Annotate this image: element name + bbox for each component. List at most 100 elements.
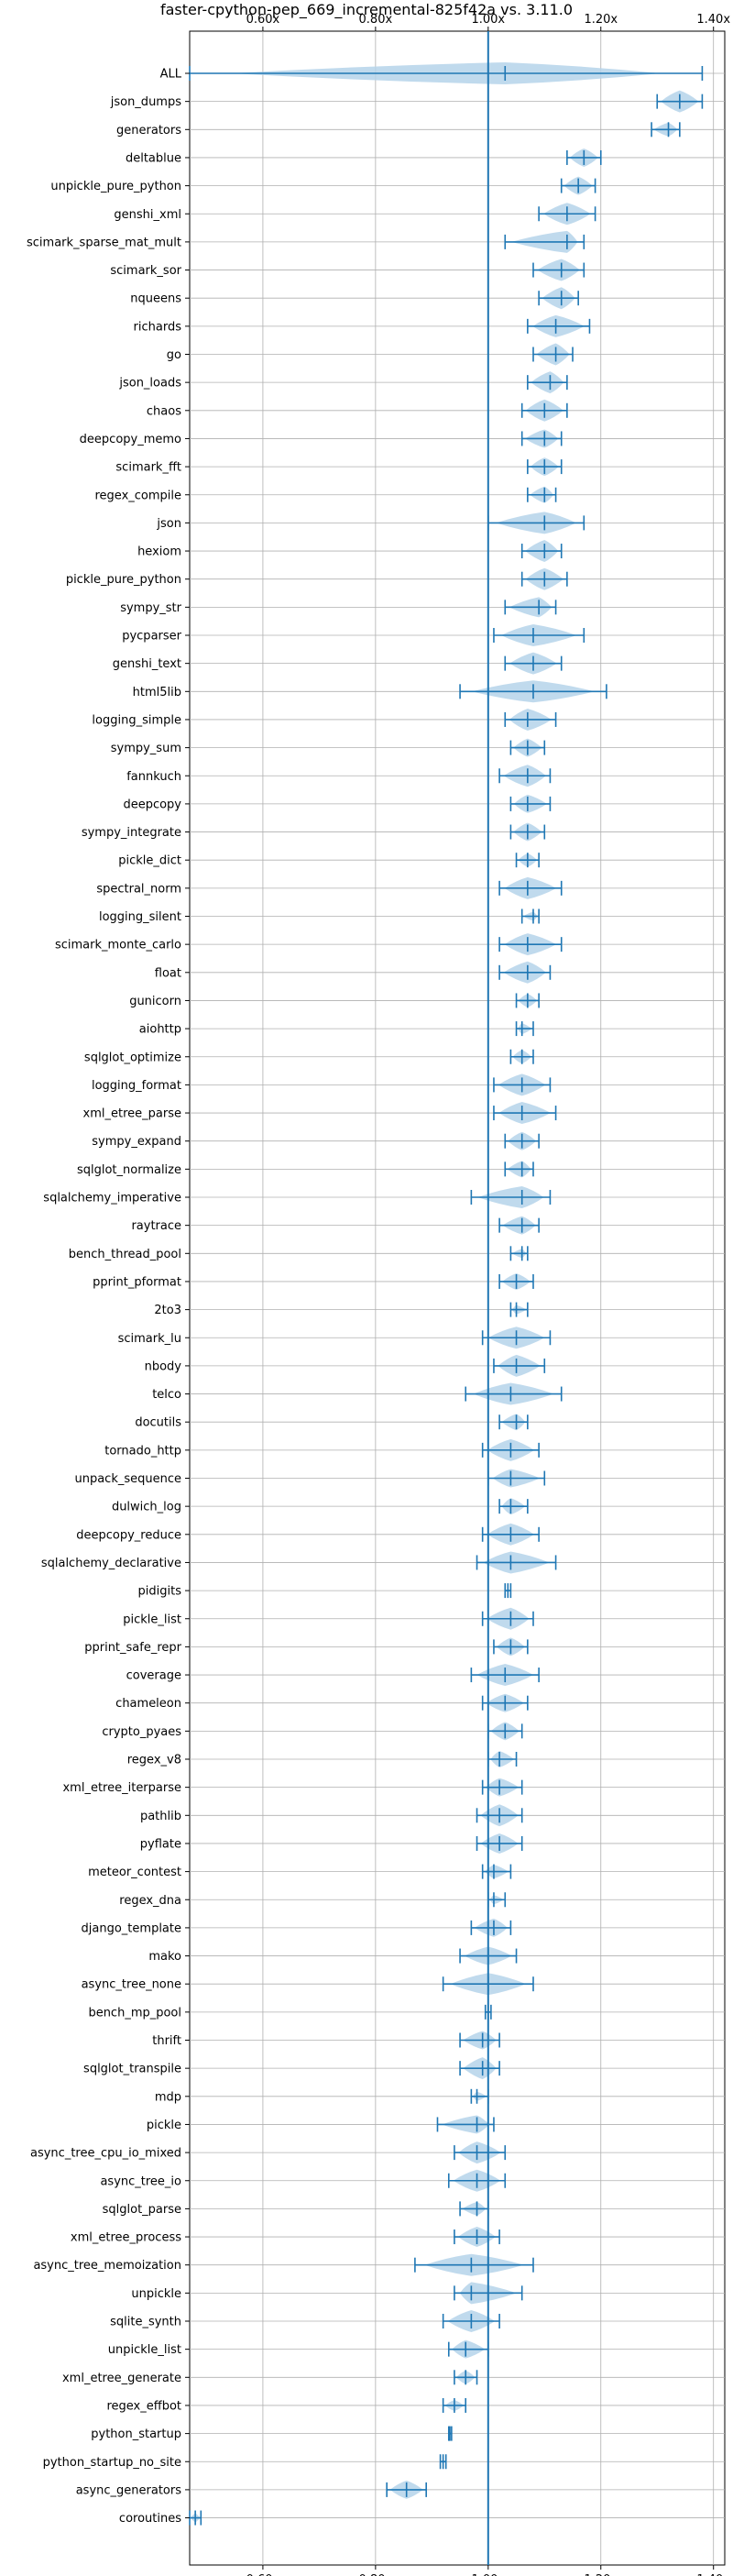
benchmark-label: raytrace — [131, 1219, 181, 1233]
violin-pickle — [436, 2115, 495, 2134]
violin-regex_v8 — [487, 1751, 518, 1767]
benchmark-label: pyflate — [140, 1837, 181, 1851]
benchmark-label: pprint_safe_repr — [84, 1641, 181, 1655]
benchmark-label: gunicorn — [129, 995, 181, 1008]
benchmark-label: bench_thread_pool — [69, 1248, 181, 1261]
violin-pycparser — [493, 624, 585, 646]
violin-regex_compile — [527, 486, 557, 503]
benchmark-label: nqueens — [130, 292, 181, 306]
benchmark-label: ALL — [160, 68, 182, 82]
violin-chaos — [520, 399, 568, 422]
violin-json — [487, 512, 585, 534]
violin-deepcopy_memo — [520, 429, 563, 448]
benchmark-label: logging_simple — [92, 713, 181, 727]
violin-go — [532, 343, 574, 366]
benchmark-label: scimark_fft — [115, 461, 181, 475]
violin-aiohttp — [515, 1021, 534, 1037]
benchmark-label: pathlib — [140, 1810, 181, 1823]
benchmark-label: genshi_text — [113, 657, 181, 671]
benchmark-label: chameleon — [115, 1697, 181, 1711]
benchmark-label: pickle_pure_python — [66, 573, 181, 587]
benchmark-label: pprint_pformat — [93, 1275, 181, 1289]
benchmark-label: logging_format — [92, 1079, 181, 1093]
benchmark-label: json_loads — [118, 377, 181, 391]
benchmark-label: logging_silent — [99, 910, 181, 924]
violin-sqlglot_transpile — [459, 2057, 500, 2080]
violin-pprint_pformat — [498, 1272, 534, 1290]
violin-thrift — [459, 2031, 500, 2050]
benchmark-label: sqlglot_normalize — [77, 1163, 181, 1177]
benchmark-label: unpickle_pure_python — [50, 180, 181, 193]
violin-pathlib — [476, 1804, 523, 1827]
violin-async_tree_io — [447, 2169, 507, 2192]
violin-nqueens — [538, 287, 579, 310]
benchmark-label: go — [167, 348, 181, 362]
benchmark-label: sqlglot_optimize — [84, 1051, 181, 1064]
violin-python_startup_no_site — [439, 2454, 447, 2470]
benchmark-label: spectral_norm — [96, 882, 181, 896]
x-tick-label-bottom: 1.40x — [696, 2573, 730, 2576]
benchmark-label: meteor_contest — [88, 1866, 181, 1879]
benchmark-label: sqlglot_parse — [103, 2203, 181, 2217]
benchmark-label: pidigits — [138, 1585, 182, 1599]
benchmark-label: docutils — [135, 1416, 181, 1430]
benchmark-label: sympy_sum — [111, 742, 181, 755]
violin-scimark_lu — [481, 1327, 552, 1349]
violin-deltablue — [566, 148, 602, 167]
violin-unpack_sequence — [487, 1469, 546, 1488]
violin-sqlglot_optimize — [509, 1049, 534, 1064]
benchmark-label: float — [155, 966, 181, 980]
benchmark-label: async_tree_io — [100, 2174, 181, 2188]
violin-sympy_str — [504, 597, 557, 618]
benchmark-label: unpack_sequence — [74, 1472, 181, 1486]
benchmark-label: django_template — [82, 1921, 181, 1935]
violin-generators — [651, 122, 681, 138]
violin-scimark_monte_carlo — [498, 933, 563, 956]
benchmark-label: thrift — [152, 2034, 181, 2048]
violin-nbody — [493, 1354, 546, 1377]
benchmark-label: xml_etree_iterparse — [62, 1781, 181, 1795]
violin-xml_etree_iterparse — [481, 1778, 523, 1797]
violin-python_startup — [447, 2426, 453, 2441]
benchmark-label: deepcopy — [123, 798, 181, 811]
benchmark-label: regex_v8 — [127, 1754, 181, 1767]
x-tick-label-top: 1.20x — [584, 13, 618, 27]
benchmark-label: sqlglot_transpile — [83, 2063, 181, 2076]
benchmark-label: json — [156, 517, 181, 531]
benchmark-label: sympy_str — [120, 601, 181, 615]
benchmark-label: html5lib — [133, 686, 181, 699]
x-tick-labels: 0.60x 0.60x 0.80x 0.80x 1.00x 1.00x 1.20x 1.20x… — [185, 13, 730, 2576]
violin-raytrace — [498, 1216, 540, 1235]
violin-pidigits — [504, 1583, 512, 1599]
violin-docutils — [498, 1414, 529, 1431]
violin-sympy_expand — [504, 1131, 540, 1150]
violin-sympy_sum — [509, 738, 546, 757]
benchmark-label: telco — [152, 1388, 181, 1402]
x-tick-label-top: 0.60x — [246, 13, 280, 27]
violin-fannkuch — [498, 765, 552, 787]
benchmark-label: scimark_sparse_mat_mult — [27, 236, 181, 249]
violin-xml_etree_process — [454, 2227, 500, 2248]
violin-deepcopy — [509, 794, 552, 813]
violin-sqlalchemy_imperative — [470, 1186, 552, 1208]
violin-json_loads — [527, 371, 568, 394]
violin-tornado_http — [481, 1438, 540, 1461]
benchmark-label: regex_effbot — [106, 2399, 181, 2413]
x-tick-label-bottom: 0.80x — [359, 2573, 393, 2576]
benchmark-label: pickle — [147, 2119, 181, 2132]
violin-xml_etree_generate — [454, 2370, 478, 2385]
violin-hexiom — [520, 540, 563, 563]
benchmark-label: nbody — [145, 1360, 182, 1373]
violin-crypto_pyaes — [487, 1722, 523, 1741]
violin-pprint_safe_repr — [493, 1637, 529, 1657]
violin-html5lib — [459, 680, 607, 703]
violin-logging_silent — [520, 908, 540, 924]
benchmark-label: chaos — [147, 404, 181, 418]
benchmark-label: coverage — [126, 1669, 181, 1683]
violin-deepcopy_reduce — [481, 1523, 540, 1546]
x-tick-label-bottom: 0.60x — [246, 2573, 280, 2576]
violin-sqlglot_parse — [459, 2201, 489, 2217]
violin-unpickle_pure_python — [560, 176, 596, 195]
benchmark-label: scimark_sor — [110, 264, 181, 278]
violin-richards — [527, 314, 591, 337]
